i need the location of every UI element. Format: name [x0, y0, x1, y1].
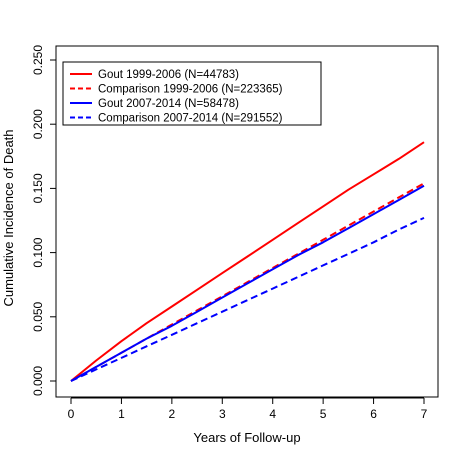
x-axis: 0 1 2 3 4 5 6 7 [68, 397, 428, 421]
y-tick-label: 0.150 [31, 173, 45, 203]
series-line-4 [70, 216, 425, 382]
y-tick-label: 0.100 [31, 237, 45, 267]
x-tick-label: 1 [118, 407, 125, 421]
x-tick-label: 4 [269, 407, 276, 421]
y-tick-label: 0.250 [31, 45, 45, 75]
legend-box [62, 61, 322, 126]
series-line-3 [70, 184, 425, 382]
y-axis-title: Cumulative Incidence of Death [1, 129, 16, 306]
y-tick-label: 0.200 [31, 109, 45, 139]
x-tick-label: 2 [169, 407, 176, 421]
series-layer [70, 141, 425, 382]
series-line-1 [70, 141, 425, 382]
x-tick-label: 6 [370, 407, 377, 421]
y-axis: 0.000 0.050 0.100 0.150 0.200 0.250 [31, 45, 57, 396]
legend-label: Gout 1999-2006 (N=44783) [98, 69, 239, 81]
legend-label: Gout 2007-2014 (N=58478) [98, 98, 239, 110]
legend-label: Comparison 2007-2014 (N=291552) [98, 113, 283, 125]
x-axis-title: Years of Follow-up [193, 430, 300, 445]
y-tick-label: 0.000 [31, 366, 45, 396]
legend: Gout 1999-2006 (N=44783) Comparison 1999-… [62, 61, 322, 126]
y-tick-label: 0.050 [31, 301, 45, 331]
legend-label: Comparison 1999-2006 (N=223365) [98, 84, 283, 96]
x-tick-label: 7 [421, 407, 428, 421]
x-tick-label: 0 [68, 407, 75, 421]
x-tick-label: 5 [320, 407, 327, 421]
x-tick-label: 3 [219, 407, 226, 421]
